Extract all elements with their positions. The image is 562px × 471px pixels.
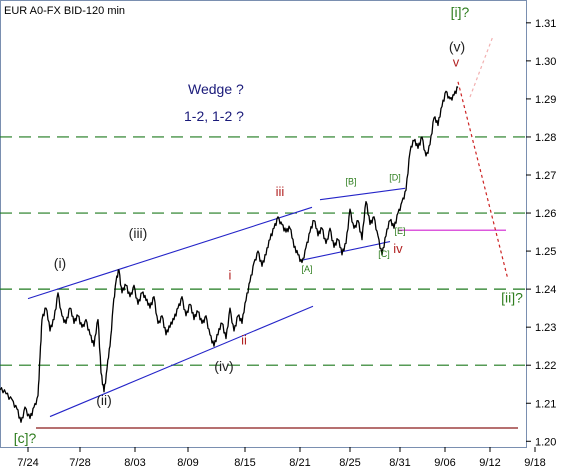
- x-tick-label: 8/15: [234, 457, 255, 469]
- y-tick-label: 1.30: [535, 56, 556, 68]
- wave-label: [c]?: [14, 430, 37, 446]
- trend-line: [27, 206, 313, 300]
- trend-line: [49, 305, 314, 418]
- wave-label: (ii): [96, 392, 112, 408]
- y-tick-label: 1.31: [535, 18, 556, 30]
- wave-label: [B]: [345, 177, 356, 187]
- trend-line: [299, 241, 391, 262]
- x-tick-label: 9/12: [479, 457, 500, 469]
- y-tick-label: 1.20: [535, 436, 556, 448]
- x-tick-label: 8/25: [339, 457, 360, 469]
- trend-line: [319, 187, 406, 201]
- wave-label: (iv): [214, 358, 233, 374]
- y-tick-label: 1.28: [535, 132, 556, 144]
- wave-label: ii: [241, 332, 247, 347]
- price-series: [0, 86, 459, 423]
- wave-label: v: [453, 55, 460, 70]
- projection-line: [469, 35, 494, 98]
- trend-lines: [27, 35, 509, 418]
- x-tick-label: 9/18: [524, 457, 545, 469]
- x-tick-label: 8/21: [289, 457, 310, 469]
- projection-line: [457, 81, 509, 280]
- wave-label: (v): [449, 38, 465, 54]
- annotation-pattern: 1-2, 1-2 ?: [184, 108, 244, 124]
- x-tick-label: 9/06: [434, 457, 455, 469]
- x-tick-label: 8/03: [124, 457, 145, 469]
- y-tick-label: 1.27: [535, 170, 556, 182]
- wave-label: (i): [54, 255, 66, 271]
- wave-label: i: [229, 268, 232, 283]
- wave-label: iii: [276, 184, 285, 199]
- wave-label: (iii): [129, 225, 148, 241]
- x-tick-label: 7/28: [69, 457, 90, 469]
- price-line: [0, 86, 459, 423]
- wave-label: [i]?: [451, 4, 470, 20]
- x-tick-label: 8/31: [389, 457, 410, 469]
- y-tick-label: 1.29: [535, 94, 556, 106]
- y-tick-label: 1.24: [535, 284, 556, 296]
- chart-title: EUR A0-FX BID-120 min: [4, 5, 125, 17]
- x-tick-label: 7/24: [17, 457, 38, 469]
- y-tick-label: 1.21: [535, 398, 556, 410]
- annotation-wedge: Wedge ?: [188, 81, 244, 97]
- wave-label: [C]: [378, 249, 390, 259]
- wave-label: [E]: [394, 226, 405, 236]
- plot-frame: [0, 0, 527, 448]
- x-axis-ticks: 7/24 7/28 8/03 8/09 8/15 8/21 8/25 8/31 9/06 9/12…: [17, 447, 546, 469]
- wave-label: iv: [393, 241, 403, 256]
- wave-label: [ii]?: [501, 289, 523, 305]
- y-tick-label: 1.22: [535, 360, 556, 372]
- wave-label: [A]: [301, 264, 312, 274]
- wave-label: [D]: [389, 173, 401, 183]
- x-tick-label: 8/09: [177, 457, 198, 469]
- level-lines: [0, 136, 526, 429]
- y-tick-label: 1.25: [535, 246, 556, 258]
- y-tick-label: 1.23: [535, 322, 556, 334]
- y-axis-ticks: 1.31 1.30 1.29 1.28 1.27 1.26 1.25 1.24 1.23 1.22…: [526, 18, 556, 448]
- y-tick-label: 1.26: [535, 208, 556, 220]
